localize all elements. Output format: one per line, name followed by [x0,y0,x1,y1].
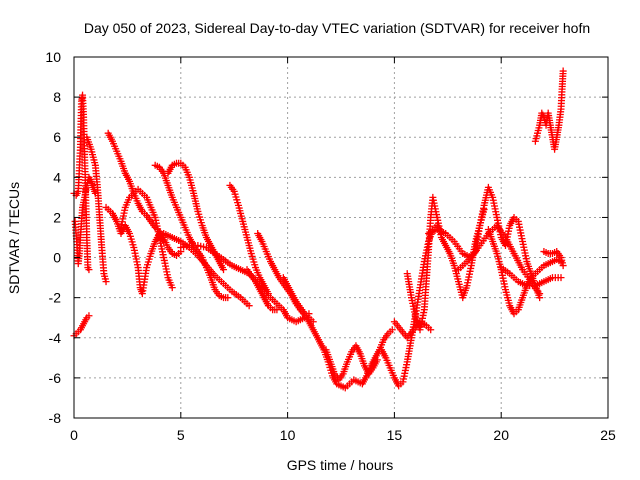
plot-frame [73,56,609,419]
y-tick-label: 2 [53,209,61,225]
x-tick-labels: 0 5 10 15 20 25 [70,427,616,443]
y-tick-label: -2 [49,290,62,306]
y-tick-label: -4 [49,330,62,346]
y-tick-label: 8 [53,89,61,105]
data-point [536,294,544,302]
data-point [245,302,253,310]
x-tick-label: 10 [280,427,296,443]
data-point [427,326,435,334]
series-t7 [117,185,176,292]
series-t2 [70,312,93,340]
y-tick-label: 0 [53,250,61,266]
series-t9 [164,159,228,274]
data-point [559,262,567,270]
data-point [168,284,176,292]
data-point [102,278,110,286]
series-t17 [322,342,381,384]
data-point [264,290,272,298]
y-axis-label: SDTVAR / TECUs [6,182,22,294]
x-tick-label: 25 [600,427,616,443]
series-t4 [83,133,110,286]
y-tick-label: 6 [53,129,61,145]
series-t3 [71,173,99,268]
y-tick-labels: -8 -6 -4 -2 0 2 4 6 8 10 [45,49,61,426]
y-tick-label: 10 [45,49,61,65]
data-point [85,266,93,274]
series-t12 [226,181,272,298]
chart-title: Day 050 of 2023, Sidereal Day-to-day VTE… [84,20,590,36]
y-tick-label: -8 [49,410,62,426]
y-tick-label: -6 [49,370,62,386]
x-tick-label: 5 [177,427,185,443]
series-t25 [540,248,567,270]
data-point [559,67,567,75]
x-axis-label: GPS time / hours [287,457,394,473]
x-tick-label: 15 [387,427,403,443]
series-t20 [403,193,488,334]
data-points [70,67,567,392]
axis-ticks [73,56,609,419]
series-t13 [243,266,281,314]
x-tick-label: 20 [493,427,509,443]
data-point [273,306,281,314]
data-point [373,356,381,364]
data-point [85,312,93,320]
data-point [557,274,565,282]
series-t1 [70,91,93,274]
series-t26 [531,67,567,153]
series-t11 [160,229,253,310]
data-point [220,266,228,274]
x-tick-label: 0 [70,427,78,443]
data-point [224,294,232,302]
data-point [388,326,396,334]
y-tick-label: 4 [53,169,61,185]
series-t24 [497,264,565,290]
